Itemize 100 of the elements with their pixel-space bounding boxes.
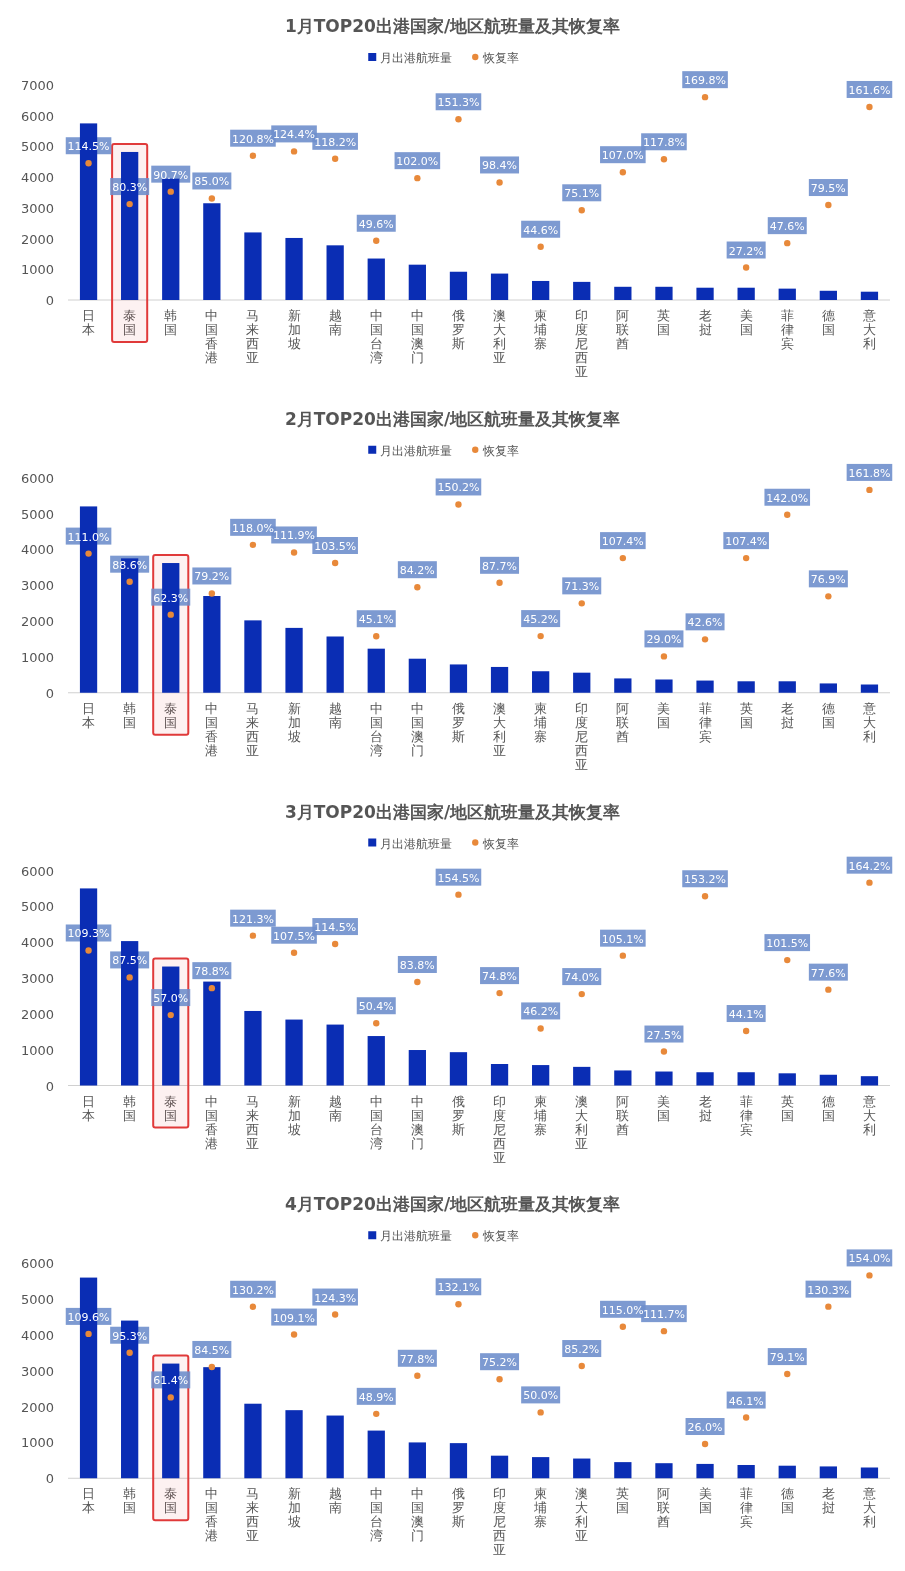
x-tick-label: 中国香港 (205, 308, 219, 365)
x-tick-label: 澳大利亚 (493, 308, 507, 365)
data-label: 83.8% (399, 958, 435, 972)
point (660, 1327, 668, 1335)
x-tick-label: 英国 (616, 1486, 630, 1516)
x-tick-label: 马来西亚 (246, 1093, 260, 1151)
point (126, 578, 133, 585)
bar (326, 636, 344, 693)
data-label: 101.5% (766, 937, 809, 951)
point (825, 986, 832, 993)
bar (696, 1072, 714, 1086)
x-tick-label: 新加坡 (286, 1093, 301, 1137)
data-label: 46.1% (728, 1394, 764, 1408)
y-tick-label: 0 (45, 1471, 54, 1487)
x-tick-label: 韩国 (123, 1093, 137, 1123)
x-tick-label: 澳大利亚 (493, 700, 507, 758)
x-tick-label: 美国 (739, 308, 753, 337)
x-tick-label: 老挝 (780, 700, 794, 730)
point (660, 1048, 668, 1055)
bar (367, 1036, 385, 1086)
x-tick-label: 意大利 (861, 700, 876, 744)
point (578, 207, 585, 214)
bar (532, 671, 550, 693)
point (578, 1362, 585, 1370)
x-tick-label: 澳大利亚 (575, 1093, 589, 1151)
bar (367, 258, 385, 300)
data-label: 46.2% (523, 1005, 559, 1019)
point (866, 879, 873, 886)
x-tick-label: 菲律宾 (739, 1486, 753, 1530)
legend-label: 恢复率 (482, 836, 520, 851)
point (249, 152, 257, 159)
point (208, 195, 216, 202)
bar (819, 290, 837, 300)
point (208, 590, 216, 597)
bar (778, 1073, 796, 1086)
bar (778, 1465, 796, 1479)
data-label: 107.4% (725, 535, 768, 549)
data-label: 107.4% (601, 535, 644, 549)
point (290, 1331, 298, 1338)
legend-label: 月出港航班量 (380, 51, 453, 65)
point (742, 264, 750, 271)
y-tick-label: 1000 (20, 1435, 54, 1451)
point (784, 511, 791, 518)
bar (408, 1442, 426, 1479)
x-tick-label: 柬埔寨 (533, 700, 548, 744)
y-tick-label: 6000 (20, 1256, 54, 1272)
bar (614, 1462, 632, 1479)
legend-label: 月出港航班量 (380, 443, 453, 458)
data-label: 27.5% (646, 1028, 682, 1042)
data-label: 154.0% (848, 1252, 891, 1266)
data-label: 77.6% (810, 966, 846, 980)
legend-label: 恢复率 (482, 1229, 520, 1244)
x-tick-label: 印度尼西亚 (575, 308, 589, 379)
data-label: 75.2% (482, 1356, 518, 1370)
point (455, 116, 462, 123)
x-tick-label: 韩国 (123, 1486, 137, 1516)
x-tick-label: 中国台湾 (369, 1486, 383, 1544)
bar (408, 1050, 426, 1086)
x-tick-label: 泰国 (164, 1486, 178, 1516)
data-label: 107.5% (273, 929, 316, 943)
y-tick-label: 3000 (20, 578, 54, 594)
y-tick-label: 5000 (20, 506, 54, 522)
point (496, 179, 503, 186)
point (373, 1020, 380, 1027)
data-label: 84.5% (194, 1343, 230, 1357)
x-tick-label: 日本 (82, 1486, 96, 1516)
data-label: 50.0% (523, 1389, 559, 1403)
point (167, 611, 174, 618)
bar (244, 232, 262, 300)
data-label: 75.1% (564, 187, 600, 201)
bar (860, 684, 879, 693)
point (866, 1272, 873, 1279)
x-tick-label: 俄罗斯 (451, 1093, 465, 1137)
bar (490, 273, 509, 300)
point (85, 947, 92, 954)
bar (490, 666, 509, 693)
data-label: 29.0% (646, 633, 682, 647)
data-label: 80.3% (112, 181, 148, 195)
x-tick-label: 意大利 (861, 1486, 876, 1530)
point (701, 636, 709, 643)
point (784, 956, 791, 964)
bar (408, 658, 426, 693)
point (249, 541, 257, 549)
bar (532, 1065, 550, 1086)
x-tick-label: 俄罗斯 (451, 308, 465, 351)
y-tick-label: 6000 (20, 470, 54, 486)
point (578, 990, 585, 998)
point (496, 579, 503, 587)
y-tick-label: 4000 (20, 935, 54, 951)
data-label: 151.3% (437, 96, 480, 110)
x-tick-label: 意大利 (861, 1093, 876, 1137)
x-tick-label: 越南 (328, 1093, 342, 1123)
x-tick-label: 英国 (657, 308, 671, 337)
point (701, 893, 709, 900)
bar (696, 287, 714, 300)
x-tick-label: 德国 (780, 1486, 794, 1516)
data-label: 71.3% (564, 580, 600, 594)
x-tick-label: 中国香港 (205, 700, 219, 758)
data-label: 79.1% (769, 1351, 805, 1365)
y-tick-label: 2000 (20, 1006, 54, 1022)
